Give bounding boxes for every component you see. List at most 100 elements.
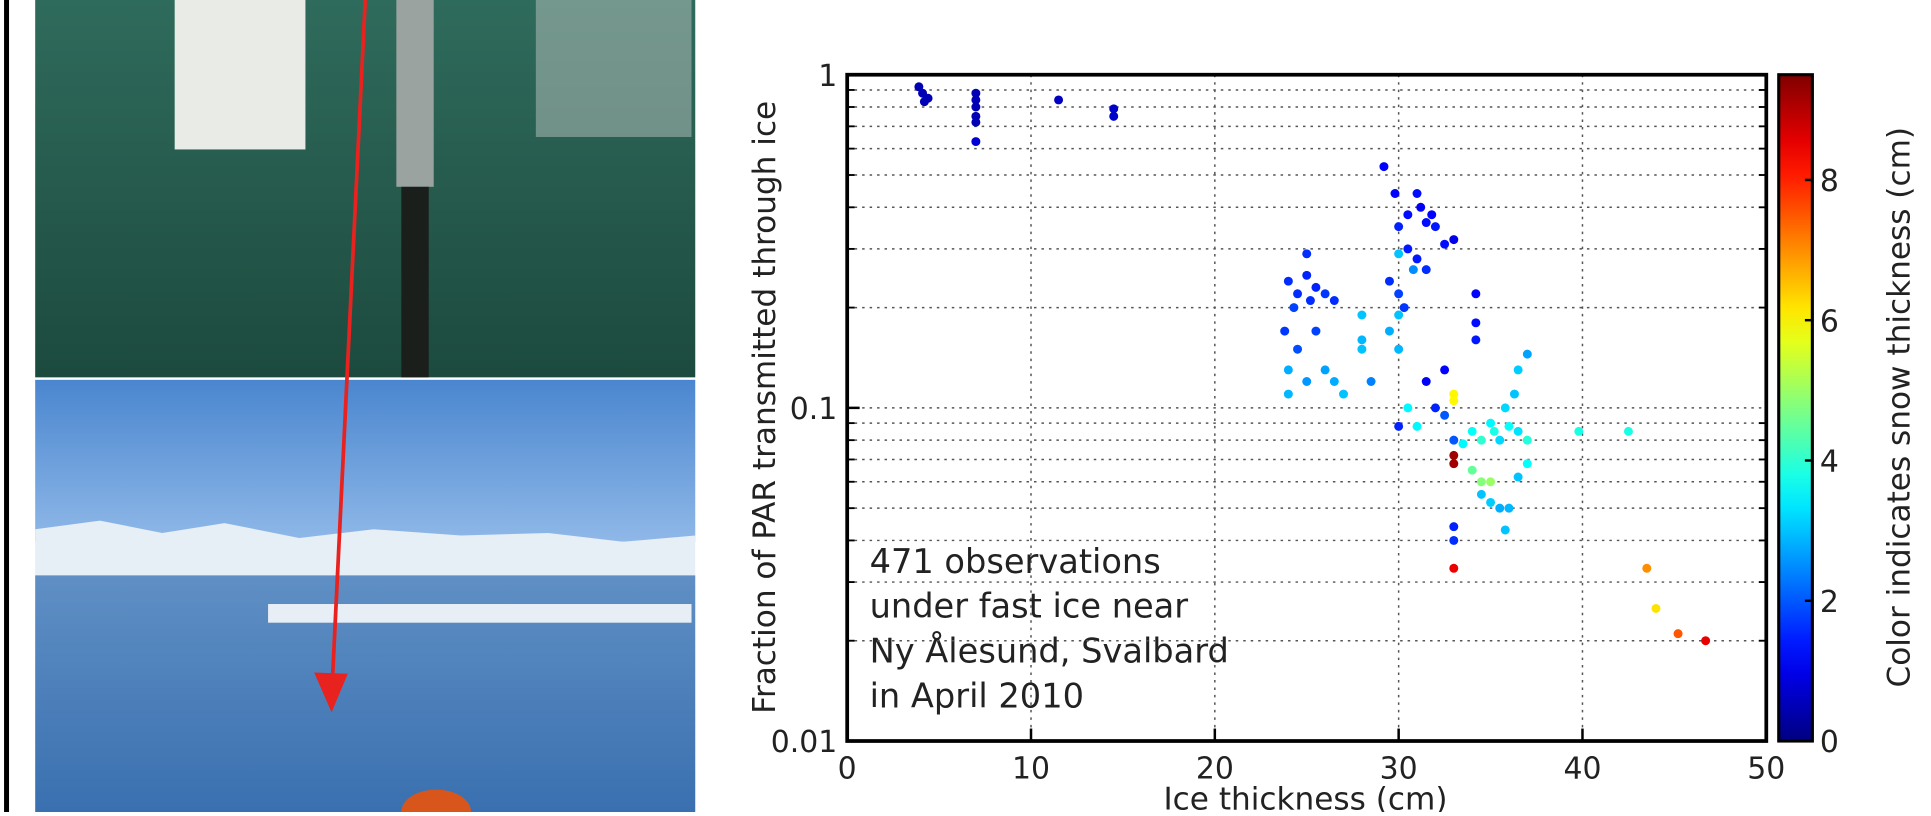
point <box>1449 235 1459 245</box>
point <box>1394 222 1404 232</box>
y-axis-label: Fraction of PAR transmitted through ice <box>747 101 783 714</box>
point <box>1486 418 1496 428</box>
point <box>1449 389 1459 399</box>
point <box>1357 310 1367 320</box>
photo-mountains <box>35 520 696 580</box>
point <box>1476 435 1486 445</box>
photo-frame <box>535 0 692 137</box>
point <box>1449 435 1459 445</box>
point <box>1421 377 1431 386</box>
point <box>1403 210 1413 220</box>
photo-sensor <box>396 0 434 187</box>
point <box>1357 344 1367 354</box>
point <box>971 88 981 98</box>
photo-cable <box>401 186 429 378</box>
point <box>1293 289 1303 299</box>
point <box>1394 310 1404 320</box>
arrow-line <box>329 0 368 698</box>
point <box>1421 265 1431 275</box>
point <box>1427 210 1437 220</box>
point <box>1289 303 1299 313</box>
point <box>1329 296 1339 306</box>
point <box>1440 365 1450 375</box>
annotation-line: in April 2010 <box>870 676 1084 715</box>
point <box>1449 459 1459 469</box>
point <box>1513 426 1523 436</box>
point <box>1476 477 1486 487</box>
point <box>1109 111 1119 121</box>
point <box>1320 289 1330 299</box>
x-tick-label: 10 <box>1012 751 1050 786</box>
point <box>1642 563 1652 573</box>
x-tick-label: 20 <box>1196 751 1234 786</box>
photo-buoy <box>401 789 472 816</box>
point <box>1394 249 1404 259</box>
point <box>919 97 929 107</box>
point <box>1311 326 1321 336</box>
point <box>1522 435 1532 445</box>
colorbar-tick-label: 4 <box>1820 445 1839 480</box>
annotation-line: 471 observations <box>870 542 1161 581</box>
point <box>1504 421 1514 431</box>
y-tick-label: 0.1 <box>790 392 838 427</box>
point <box>971 95 981 105</box>
point <box>1357 335 1367 345</box>
point <box>1651 603 1661 613</box>
point <box>1283 389 1293 399</box>
colorbar-tick-label: 8 <box>1820 164 1839 199</box>
point <box>1673 629 1683 639</box>
point <box>1412 254 1422 264</box>
point <box>1522 349 1532 359</box>
photo-block <box>174 0 306 150</box>
point <box>1513 365 1523 375</box>
point <box>1449 522 1459 532</box>
point <box>1339 389 1348 399</box>
point <box>1390 189 1400 198</box>
point <box>1440 410 1450 420</box>
point <box>1495 503 1505 513</box>
colorbar-tick-label: 2 <box>1820 585 1839 620</box>
point <box>1408 265 1418 275</box>
point <box>1403 403 1413 413</box>
point <box>1701 636 1711 646</box>
point <box>1366 377 1376 386</box>
point <box>1403 244 1413 254</box>
point <box>1416 202 1426 212</box>
point <box>1500 525 1510 535</box>
point <box>1412 421 1422 431</box>
point <box>1471 335 1481 345</box>
annotation-line: under fast ice near <box>870 587 1189 626</box>
point <box>1489 426 1499 436</box>
point <box>1329 377 1339 386</box>
x-tick-label: 30 <box>1380 751 1418 786</box>
point <box>1500 403 1510 413</box>
point <box>1384 326 1394 336</box>
y-tick-label: 1 <box>818 59 837 94</box>
x-tick-label: 0 <box>838 751 857 786</box>
point <box>1430 222 1440 232</box>
point <box>1394 421 1404 431</box>
point <box>1283 365 1293 375</box>
point <box>1394 289 1404 299</box>
point <box>1449 535 1459 545</box>
annotation: 471 observations under fast ice near Ny Ål… <box>870 542 1229 716</box>
point <box>1509 389 1519 399</box>
colorbar <box>1777 73 1814 743</box>
point <box>1421 218 1431 228</box>
point <box>1440 239 1450 249</box>
y-tick-label: 0.01 <box>771 725 838 760</box>
point <box>1471 289 1481 299</box>
x-axis-label: Ice thickness (cm) <box>1164 782 1448 812</box>
x-tick-label: 40 <box>1563 751 1601 786</box>
point <box>1522 459 1532 469</box>
point <box>1574 426 1584 436</box>
colorbar-tick-label: 6 <box>1820 304 1839 339</box>
point <box>1384 276 1394 286</box>
point <box>1449 563 1459 573</box>
point <box>1486 497 1496 507</box>
point <box>1054 95 1064 105</box>
point <box>1430 403 1440 413</box>
point <box>1471 318 1481 328</box>
point <box>1311 282 1321 292</box>
